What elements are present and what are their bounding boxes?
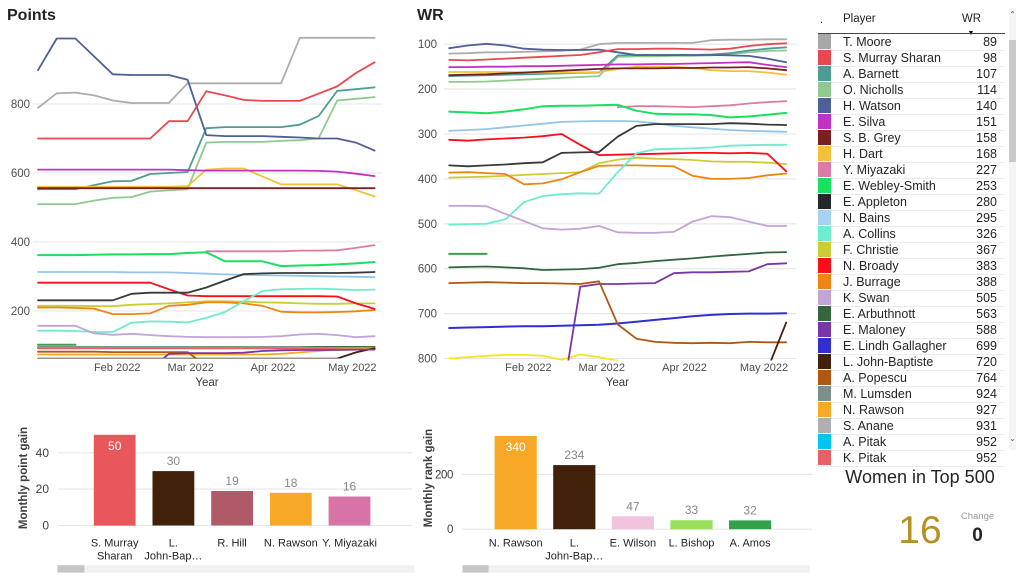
svg-text:Monthly point gain: Monthly point gain [18, 427, 30, 529]
svg-text:Y. Miyazaki: Y. Miyazaki [322, 538, 377, 550]
svg-text:N. Rawson: N. Rawson [264, 538, 318, 550]
svg-text:20: 20 [36, 482, 50, 496]
svg-text:L.: L. [570, 538, 579, 550]
svg-text:800: 800 [418, 354, 437, 366]
svg-text:Apr 2022: Apr 2022 [662, 362, 707, 374]
svg-text:Year: Year [195, 377, 218, 389]
svg-text:Mar 2022: Mar 2022 [167, 362, 213, 374]
svg-text:340: 340 [506, 440, 526, 454]
svg-text:300: 300 [418, 129, 437, 141]
svg-text:0: 0 [42, 519, 49, 533]
svg-text:47: 47 [626, 499, 640, 513]
svg-text:200: 200 [435, 469, 453, 481]
svg-text:50: 50 [108, 439, 122, 453]
svg-text:30: 30 [167, 454, 181, 468]
svg-text:John-Bap…: John-Bap… [144, 551, 202, 563]
svg-text:33: 33 [685, 503, 699, 517]
svg-text:234: 234 [564, 448, 584, 462]
svg-text:400: 400 [11, 237, 30, 249]
svg-text:600: 600 [11, 168, 30, 180]
svg-text:18: 18 [284, 476, 298, 490]
svg-text:S. Murray: S. Murray [91, 538, 139, 550]
svg-text:Apr 2022: Apr 2022 [251, 362, 296, 374]
svg-text:700: 700 [418, 309, 437, 321]
svg-text:600: 600 [418, 264, 437, 276]
svg-text:200: 200 [418, 84, 437, 96]
svg-text:Feb 2022: Feb 2022 [94, 362, 140, 374]
svg-text:N. Rawson: N. Rawson [489, 538, 543, 550]
svg-text:L. Bishop: L. Bishop [669, 538, 715, 550]
svg-text:May 2022: May 2022 [328, 362, 376, 374]
svg-text:Feb 2022: Feb 2022 [505, 362, 551, 374]
svg-text:16: 16 [343, 480, 357, 494]
svg-text:32: 32 [743, 503, 757, 517]
svg-text:John-Bap…: John-Bap… [545, 551, 603, 563]
svg-text:R. Hill: R. Hill [217, 538, 246, 550]
svg-text:19: 19 [225, 474, 239, 488]
svg-text:200: 200 [11, 306, 30, 318]
svg-text:Monthly rank gain: Monthly rank gain [423, 429, 435, 527]
svg-text:May 2022: May 2022 [740, 362, 788, 374]
svg-text:0: 0 [447, 524, 453, 536]
svg-text:100: 100 [418, 39, 437, 51]
svg-text:800: 800 [11, 99, 30, 111]
svg-text:L.: L. [169, 538, 178, 550]
svg-text:Mar 2022: Mar 2022 [579, 362, 625, 374]
svg-text:Sharan: Sharan [97, 551, 132, 563]
svg-text:500: 500 [418, 219, 437, 231]
svg-text:E. Wilson: E. Wilson [610, 538, 656, 550]
svg-text:A. Amos: A. Amos [730, 538, 771, 550]
svg-text:400: 400 [418, 174, 437, 186]
svg-text:Year: Year [606, 377, 629, 389]
svg-text:40: 40 [36, 446, 50, 460]
